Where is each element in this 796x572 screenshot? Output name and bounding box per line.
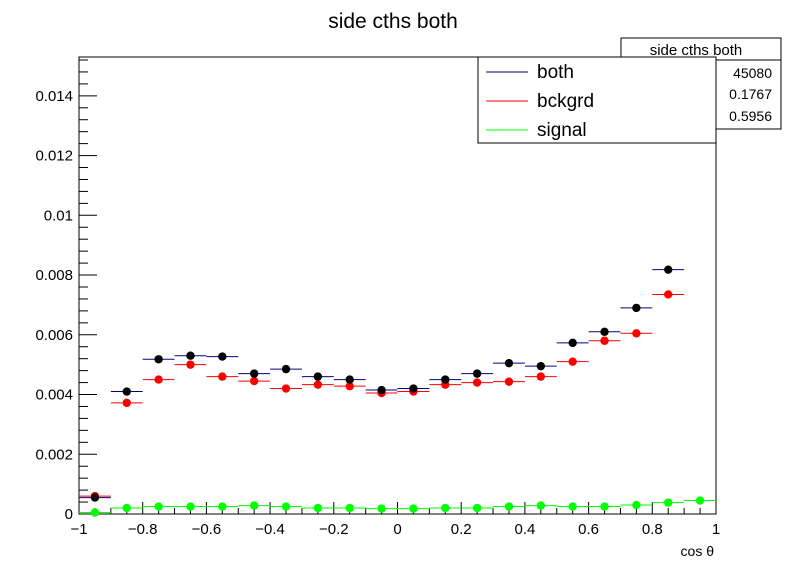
y-tick-label: 0.012 xyxy=(35,148,73,165)
data-point xyxy=(122,398,131,408)
data-point xyxy=(441,375,450,384)
data-point xyxy=(313,372,323,381)
data-point xyxy=(568,357,577,366)
y-tick-label: 0.01 xyxy=(44,207,73,224)
series-signal xyxy=(79,496,716,517)
y-tick-label: 0.006 xyxy=(35,327,73,344)
data-point xyxy=(345,381,354,391)
data-point xyxy=(154,355,163,364)
data-point xyxy=(90,493,100,502)
data-point xyxy=(218,502,227,511)
x-axis-label: cos θ xyxy=(681,543,715,559)
stats-entries: 45080 xyxy=(733,65,772,81)
x-tick-label: 1 xyxy=(712,521,720,538)
legend-label-both: both xyxy=(537,62,574,83)
data-point xyxy=(504,358,514,368)
data-point xyxy=(218,352,227,361)
y-tick-label: 0.002 xyxy=(35,446,73,463)
stats-std-dev: 0.5956 xyxy=(729,108,772,124)
data-point xyxy=(281,384,291,393)
data-point xyxy=(345,375,354,384)
data-point xyxy=(281,502,291,511)
data-point xyxy=(536,361,546,371)
data-point xyxy=(249,376,259,386)
data-point xyxy=(568,338,577,348)
legend-label-signal: signal xyxy=(537,120,587,141)
data-point xyxy=(409,384,418,393)
legend: both bckgrd signal xyxy=(477,56,717,144)
y-tick-label: 0 xyxy=(65,506,73,523)
data-point xyxy=(664,290,673,299)
data-point xyxy=(441,503,450,513)
data-point xyxy=(154,502,163,511)
data-point xyxy=(377,385,386,395)
x-tick-label: 0 xyxy=(393,521,401,538)
x-tick-label: −0.4 xyxy=(255,521,285,538)
data-point xyxy=(218,372,227,381)
data-point xyxy=(122,503,131,513)
data-point xyxy=(600,336,609,345)
x-tick-label: −0.8 xyxy=(128,521,158,538)
x-tick-label: 0.8 xyxy=(642,521,663,538)
data-point xyxy=(600,327,609,336)
data-point xyxy=(600,502,609,511)
data-point xyxy=(632,329,641,338)
data-point xyxy=(695,496,705,505)
data-point xyxy=(664,265,673,274)
data-point xyxy=(504,377,514,386)
data-point xyxy=(568,502,577,511)
data-point xyxy=(154,375,163,384)
data-point xyxy=(281,364,291,374)
y-tick-label: 0.014 xyxy=(35,88,73,105)
data-point xyxy=(472,378,482,387)
series-both xyxy=(79,265,685,502)
legend-frame xyxy=(477,56,717,144)
stats-mean: 0.1767 xyxy=(729,86,772,102)
x-tick-label: −0.2 xyxy=(319,521,349,538)
data-point xyxy=(536,501,546,510)
x-tick-label: 0.2 xyxy=(451,521,472,538)
x-tick-label: 0.6 xyxy=(578,521,599,538)
data-point xyxy=(632,500,641,510)
stats-box-title: side cths both xyxy=(650,42,743,59)
data-point xyxy=(186,502,195,511)
data-point xyxy=(249,501,259,510)
data-point xyxy=(186,360,195,369)
y-tick-label: 0.004 xyxy=(35,387,73,404)
x-tick-label: −0.6 xyxy=(192,521,222,538)
data-point xyxy=(122,387,131,396)
x-tick-label: −1 xyxy=(70,521,87,538)
data-point xyxy=(472,503,482,513)
data-point xyxy=(313,503,323,513)
data-point xyxy=(377,504,386,513)
data-point xyxy=(345,503,354,513)
data-point xyxy=(90,508,100,517)
y-tick-label: 0.008 xyxy=(35,267,73,284)
data-point xyxy=(409,504,418,513)
data-point xyxy=(249,369,259,378)
data-point xyxy=(472,369,482,378)
legend-label-bckgrd: bckgrd xyxy=(537,91,594,112)
data-point xyxy=(186,351,195,360)
data-point xyxy=(536,372,546,381)
chart-title: side cths both xyxy=(328,10,458,33)
data-point xyxy=(504,502,514,511)
axes: −1 −0.8 −0.6 −0.4 −0.2 0 0.2 0.4 0.6 0.8 1 0 0.002 0.… xyxy=(35,59,720,538)
data-point xyxy=(664,498,673,507)
data-point xyxy=(313,380,323,389)
data-series xyxy=(79,265,716,517)
series-bckgrd xyxy=(79,290,685,501)
data-point xyxy=(632,303,641,313)
x-tick-label: 0.4 xyxy=(514,521,535,538)
